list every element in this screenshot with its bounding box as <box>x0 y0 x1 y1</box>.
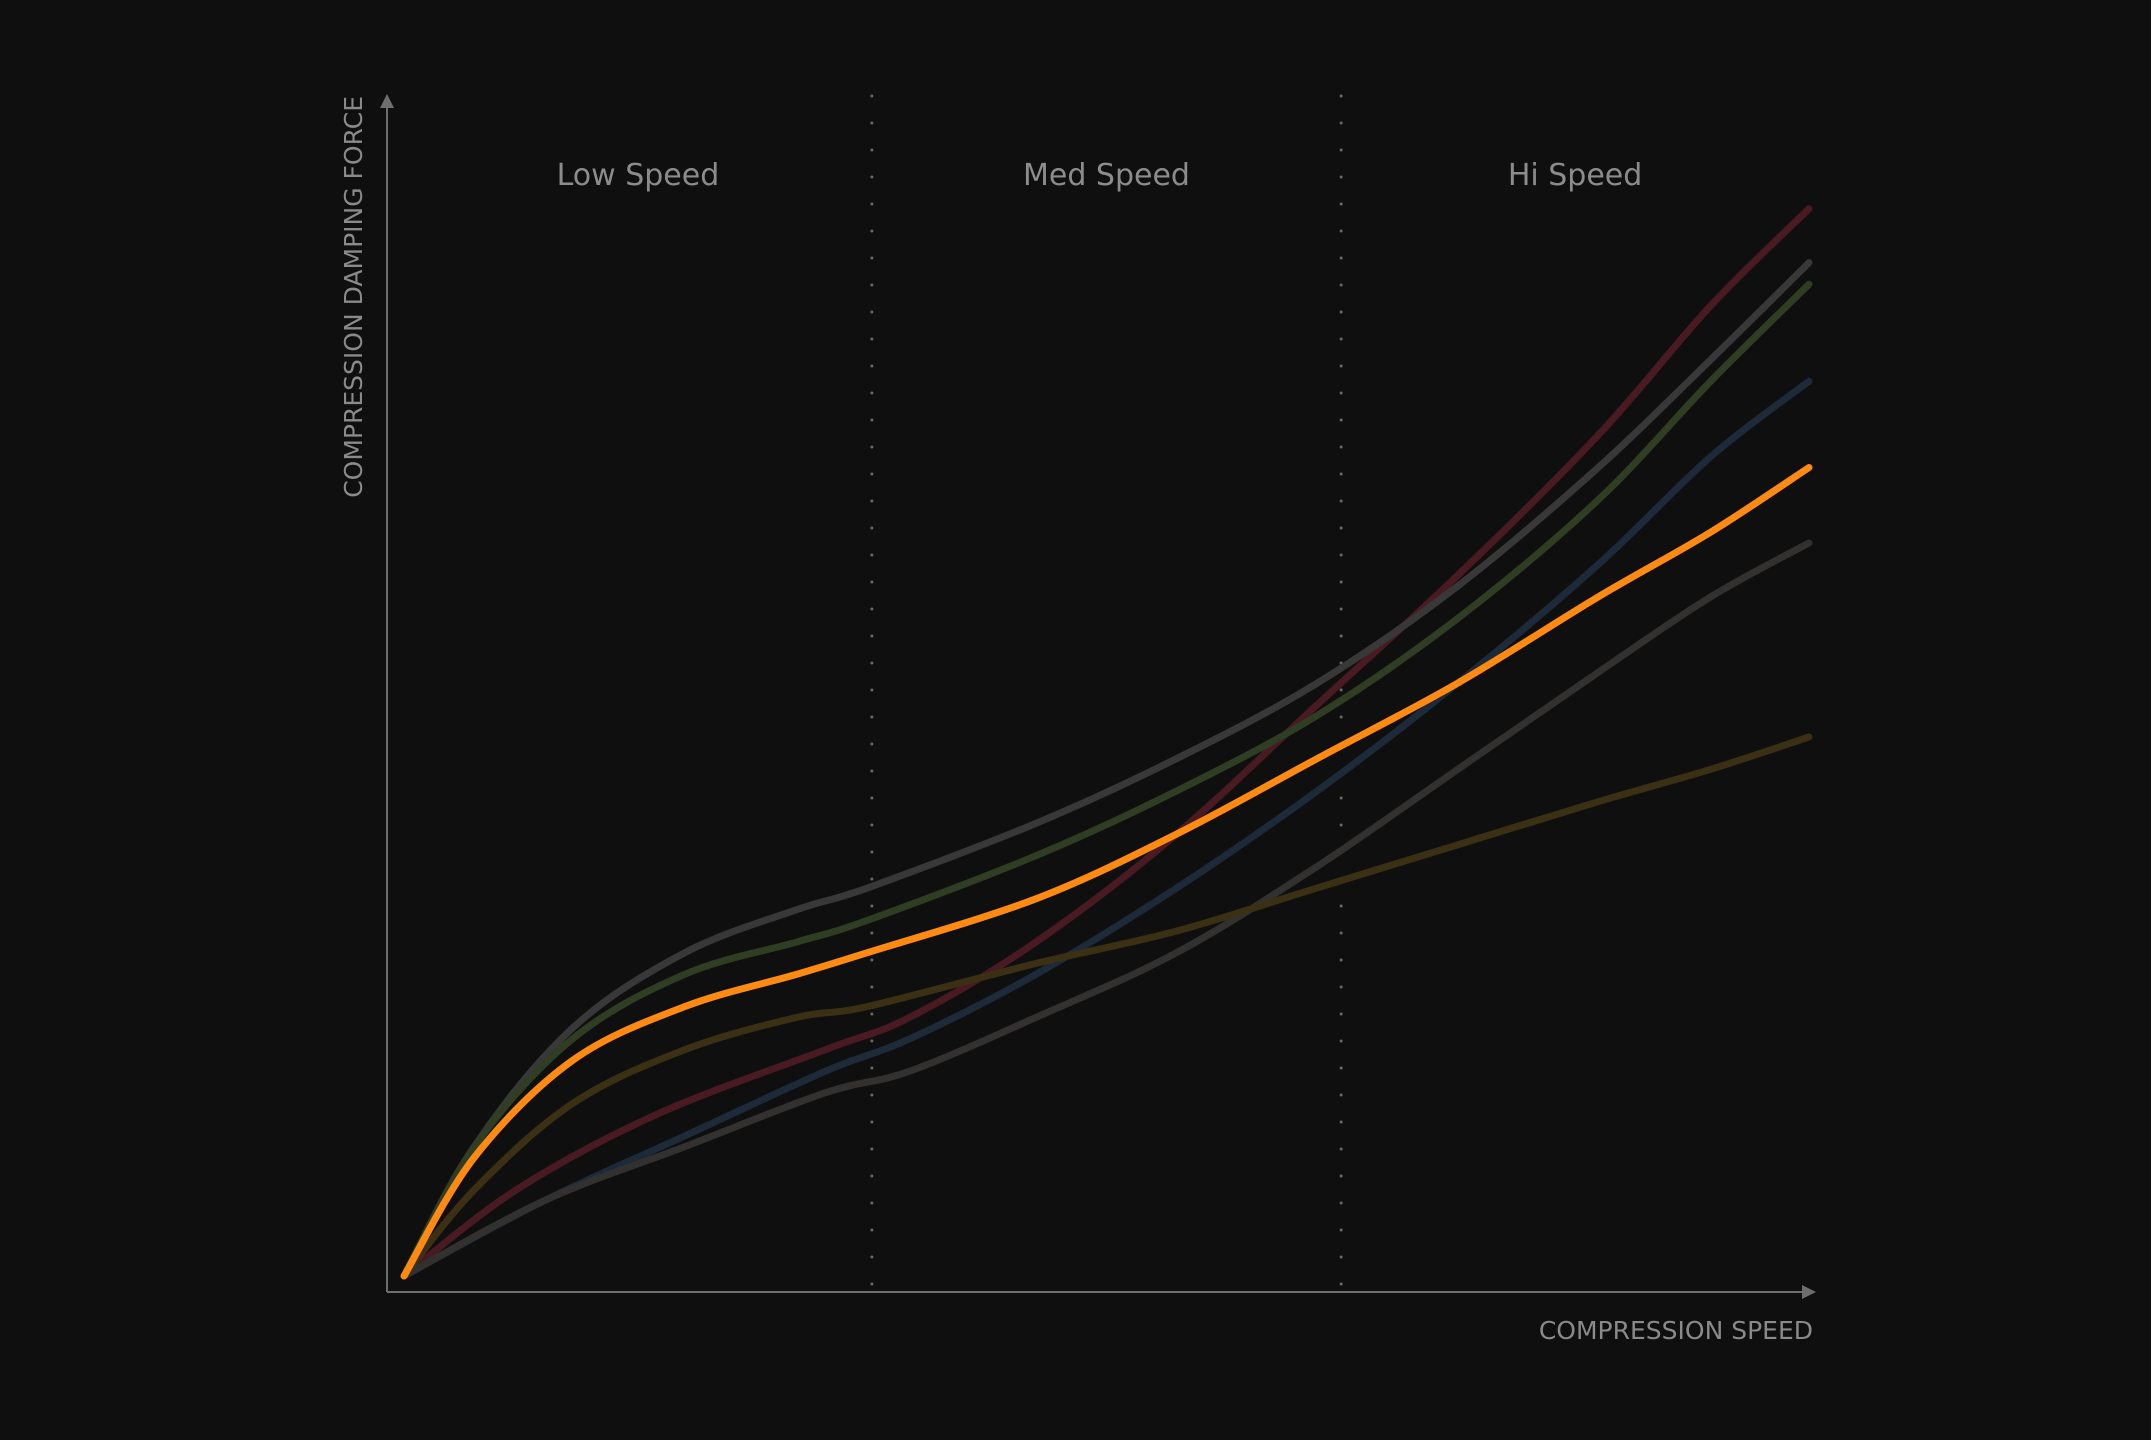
series-line <box>400 280 1813 1280</box>
series-line <box>400 205 1813 1280</box>
x-axis-label: COMPRESSION SPEED <box>1539 1316 1813 1345</box>
zone-label: Med Speed <box>1023 158 1190 193</box>
series-line <box>400 733 1813 1280</box>
x-axis: COMPRESSION SPEED <box>387 1285 1816 1345</box>
zone-label: Low Speed <box>557 158 720 193</box>
x-axis-arrow <box>1802 1285 1816 1299</box>
series-line-highlight <box>400 464 1813 1280</box>
series-line <box>400 539 1813 1280</box>
zone-dividers <box>870 94 1343 1292</box>
zone-labels: Low Speed Med Speed Hi Speed <box>557 158 1643 193</box>
y-axis-label: COMPRESSION DAMPING FORCE <box>339 96 368 498</box>
series-line <box>400 259 1813 1280</box>
y-axis: COMPRESSION DAMPING FORCE <box>339 94 394 1292</box>
y-axis-arrow <box>380 94 394 108</box>
series-group <box>400 205 1813 1280</box>
series-line <box>400 377 1813 1280</box>
zone-label: Hi Speed <box>1508 158 1642 193</box>
